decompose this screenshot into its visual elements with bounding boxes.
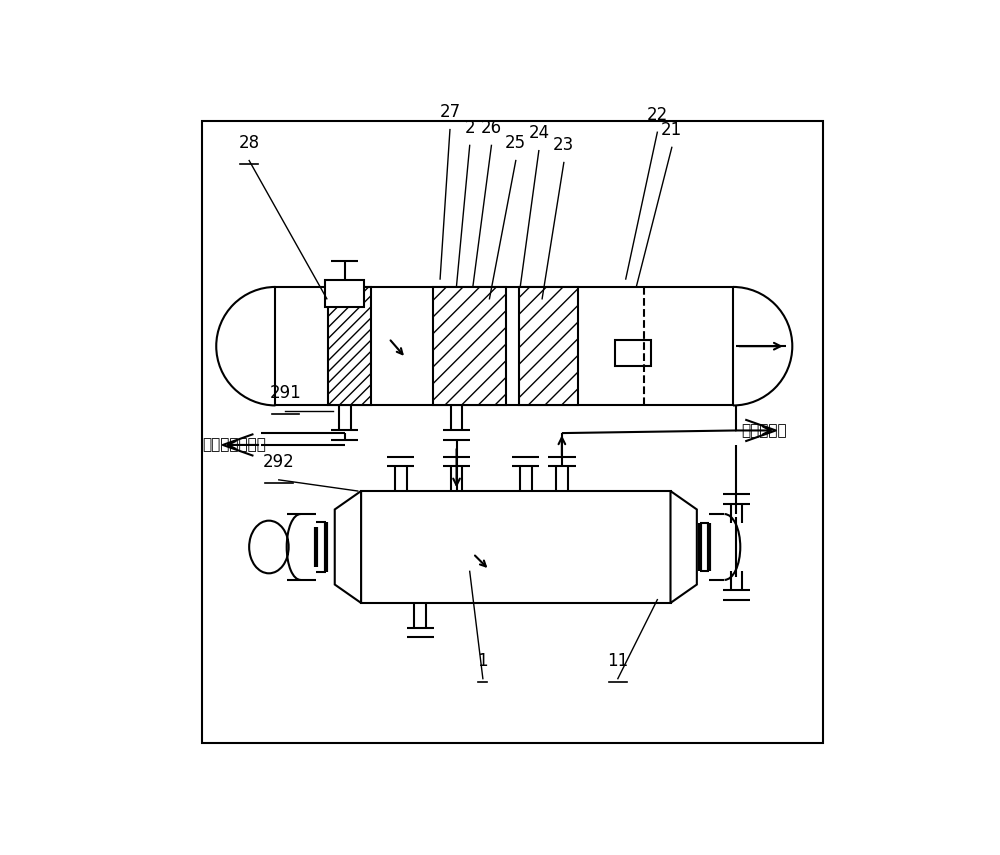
Text: 27: 27: [439, 103, 461, 121]
Bar: [361, 491, 671, 603]
Text: 11: 11: [607, 652, 628, 670]
Text: 22: 22: [647, 106, 668, 124]
Text: 21: 21: [661, 121, 682, 139]
Bar: [519, 287, 578, 405]
Polygon shape: [335, 491, 361, 603]
Text: 26: 26: [481, 119, 502, 137]
Text: 24: 24: [528, 124, 549, 142]
Text: 291: 291: [269, 384, 301, 402]
Text: 2: 2: [464, 119, 475, 137]
Bar: [433, 287, 506, 405]
Text: 1: 1: [478, 652, 488, 670]
Text: 23: 23: [553, 136, 574, 154]
Bar: [328, 287, 371, 405]
Text: 292: 292: [263, 453, 295, 471]
Bar: [325, 280, 364, 307]
Bar: [615, 339, 651, 366]
Text: 25: 25: [505, 134, 526, 152]
Text: 连通闪蕲罐: 连通闪蕲罐: [742, 423, 787, 438]
Polygon shape: [671, 491, 697, 603]
Text: 连通轻烃分离罐: 连通轻烃分离罐: [202, 438, 266, 452]
Text: 28: 28: [239, 134, 260, 152]
Bar: [275, 287, 733, 405]
